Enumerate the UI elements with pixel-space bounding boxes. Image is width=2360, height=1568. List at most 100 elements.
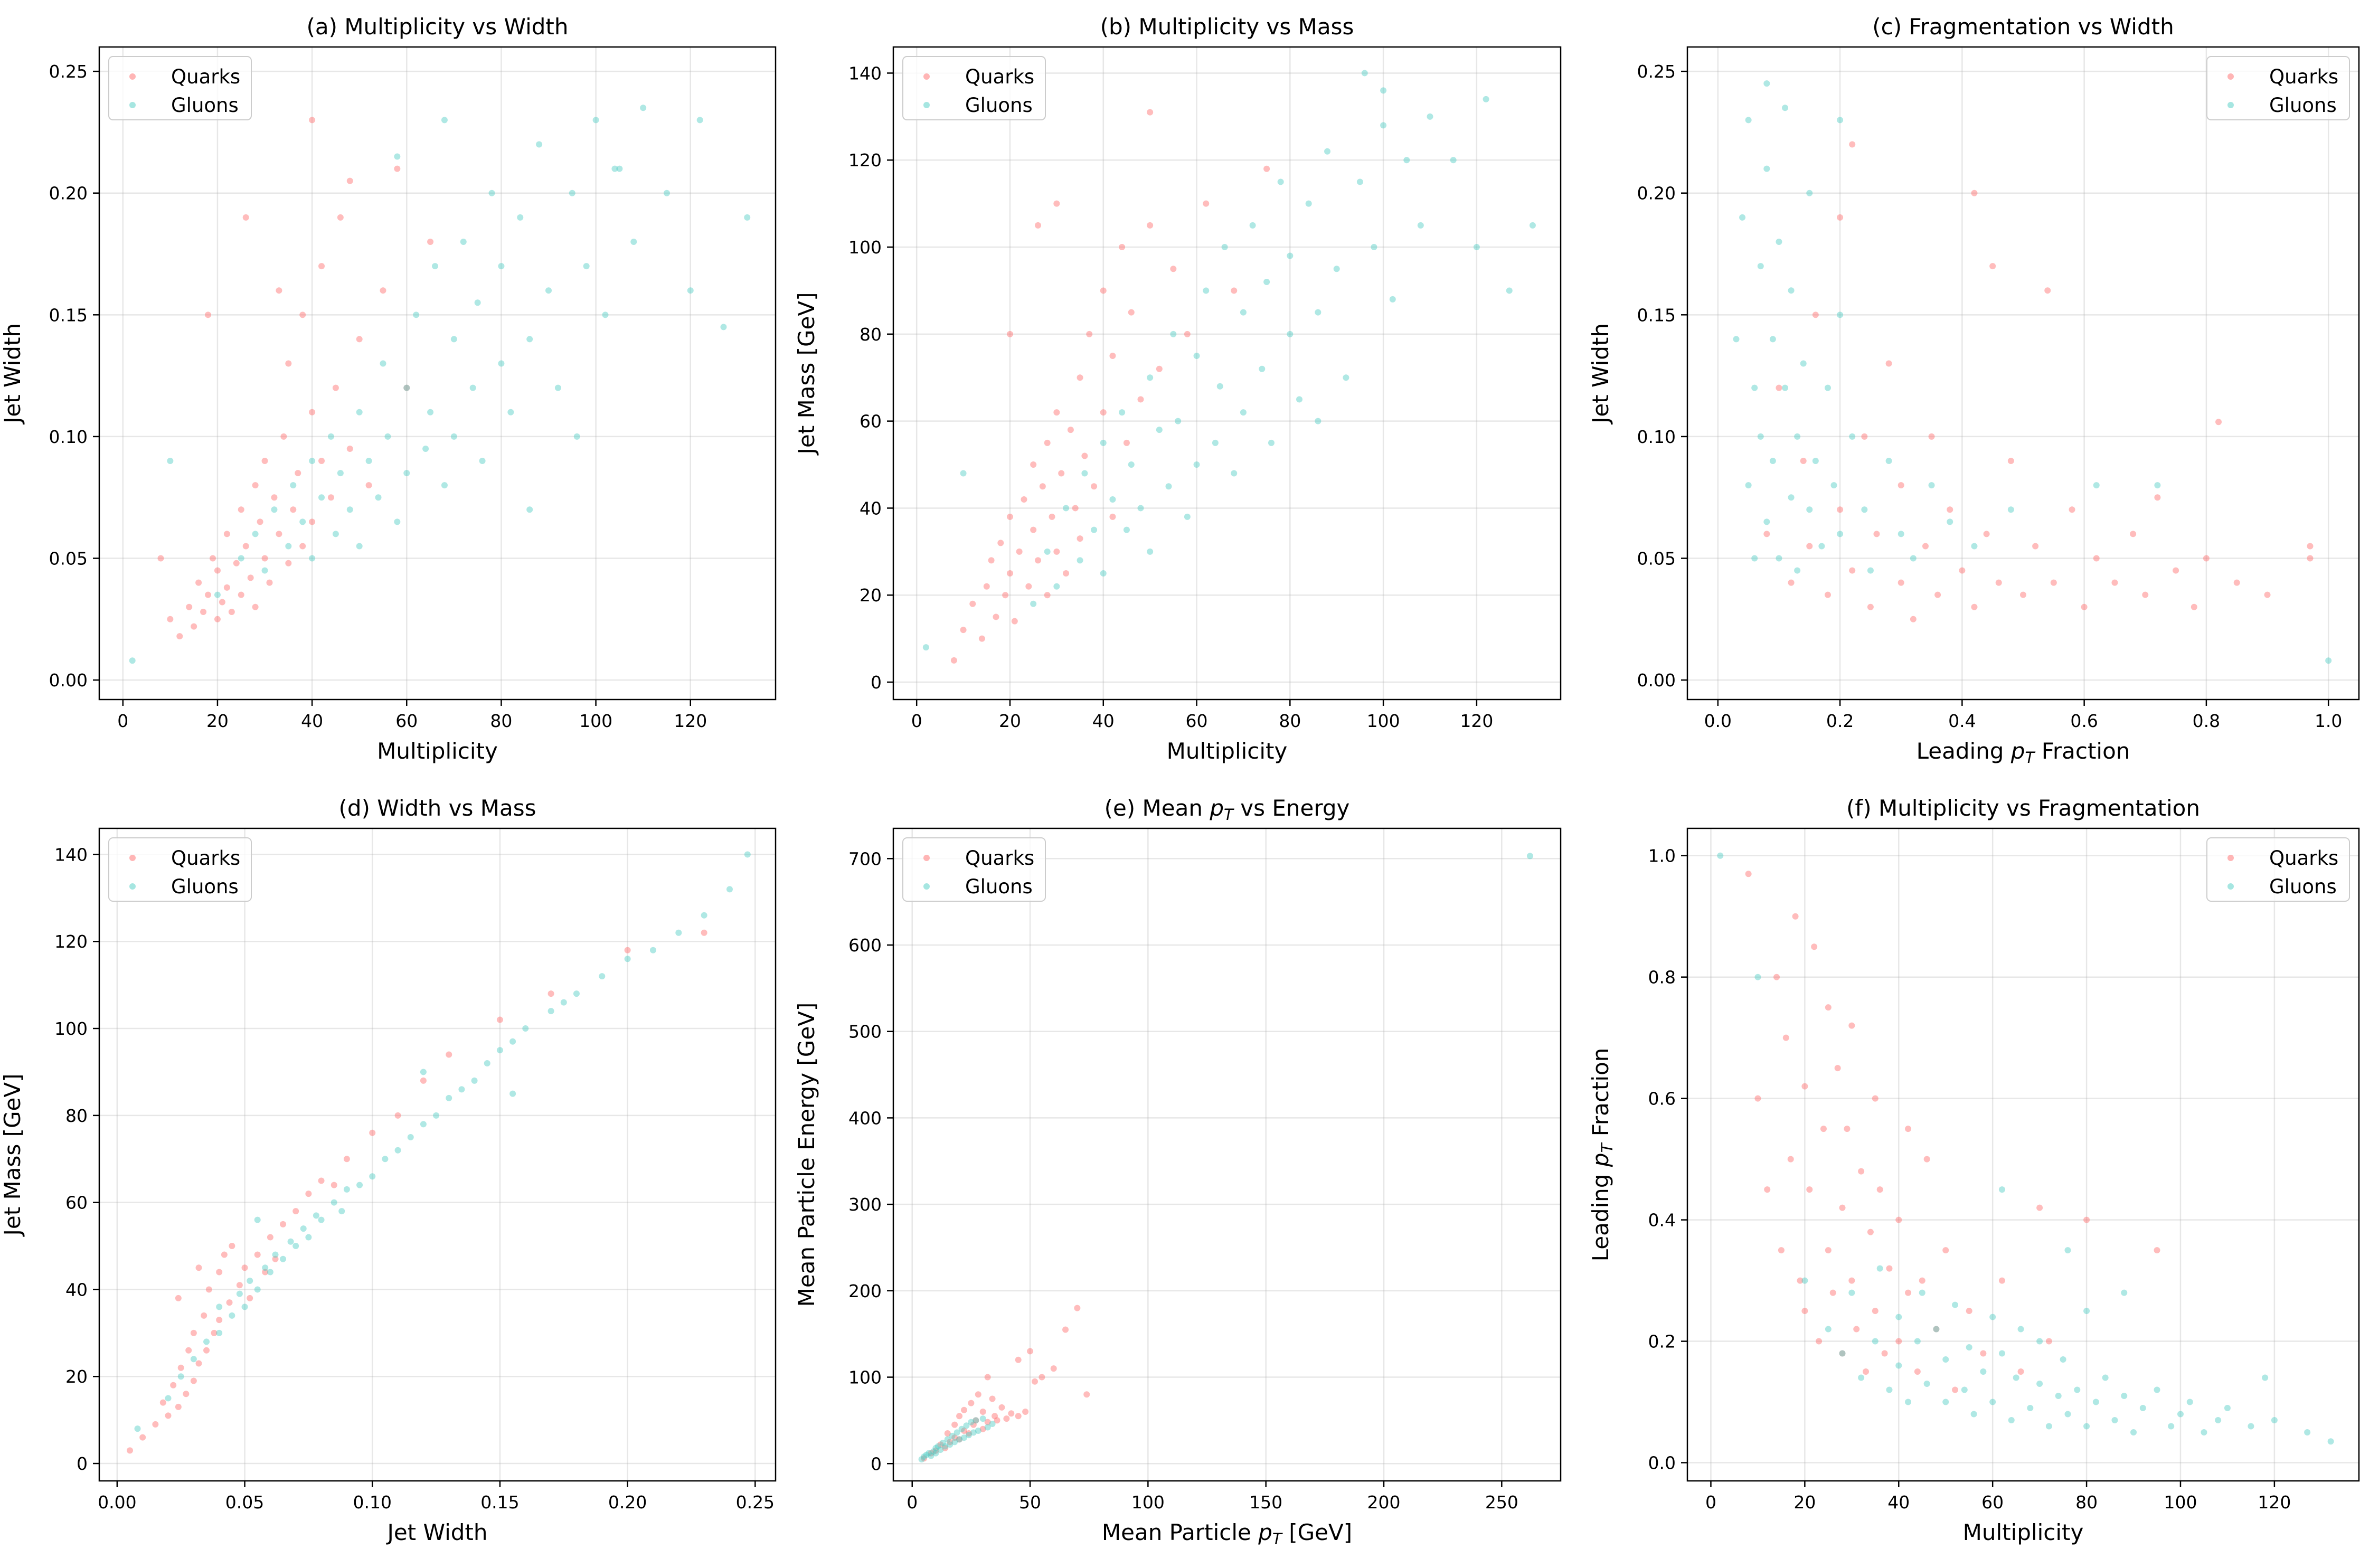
data-point-gluons	[1812, 458, 1819, 465]
data-point-gluons	[744, 851, 751, 858]
data-point-quarks	[238, 506, 244, 513]
y-tick-label: 0.20	[49, 183, 88, 204]
legend-label-quarks: Quarks	[171, 847, 240, 870]
data-point-quarks	[1898, 482, 1904, 489]
y-tick-label: 40	[860, 498, 882, 518]
data-point-gluons	[554, 384, 561, 391]
data-point-quarks	[1063, 570, 1070, 577]
data-point-gluons	[1529, 222, 1536, 229]
data-point-quarks	[343, 1156, 350, 1163]
data-point-gluons	[1825, 1326, 1832, 1333]
legend-label-quarks: Quarks	[171, 65, 240, 88]
data-point-gluons	[1757, 263, 1764, 270]
legend-marker-quarks	[923, 855, 930, 861]
data-point-gluons	[1989, 1399, 1996, 1405]
data-point-gluons	[369, 1173, 376, 1180]
data-point-gluons	[2177, 1411, 2184, 1418]
data-point-gluons	[663, 190, 670, 196]
data-point-gluons	[939, 1439, 946, 1446]
legend-label-quarks: Quarks	[965, 847, 1034, 870]
data-point-gluons	[267, 1269, 273, 1276]
data-point-quarks	[201, 1312, 207, 1319]
data-point-quarks	[1003, 1415, 1010, 1422]
legend: Quarks Gluons	[2206, 56, 2350, 120]
data-point-quarks	[951, 1421, 958, 1428]
data-point-quarks	[380, 287, 386, 294]
data-point-gluons	[2215, 1417, 2222, 1424]
data-point-quarks	[1764, 1186, 1771, 1193]
data-point-gluons	[1754, 974, 1761, 980]
data-point-gluons	[292, 1243, 299, 1250]
data-point-quarks	[1147, 222, 1154, 229]
legend-marker-quarks	[2227, 855, 2234, 861]
data-point-quarks	[1778, 1247, 1785, 1254]
data-point-quarks	[337, 214, 344, 221]
x-tick-label: 200	[1367, 1492, 1401, 1513]
legend-label-gluons: Gluons	[171, 875, 239, 898]
data-point-gluons	[1895, 1362, 1902, 1369]
data-point-quarks	[1170, 266, 1177, 272]
data-point-quarks	[247, 574, 254, 581]
x-tick-label: 60	[395, 711, 418, 731]
data-point-quarks	[446, 1051, 452, 1058]
data-point-gluons	[968, 1419, 975, 1425]
data-point-quarks	[1881, 1350, 1888, 1357]
data-point-quarks	[2233, 579, 2240, 586]
data-point-quarks	[276, 287, 282, 294]
legend: Quarks Gluons	[902, 837, 1046, 902]
chart-title: (e) Mean pT vs Energy	[1105, 795, 1350, 824]
data-point-quarks	[403, 384, 410, 391]
data-point-gluons	[701, 912, 707, 919]
data-point-quarks	[346, 177, 353, 184]
legend-box	[108, 837, 252, 902]
data-point-gluons	[1876, 1265, 1883, 1272]
data-point-quarks	[944, 1430, 951, 1437]
data-point-quarks	[979, 1409, 986, 1415]
legend-label-gluons: Gluons	[2269, 875, 2337, 898]
x-tick-label: 100	[579, 711, 612, 731]
data-point-quarks	[290, 506, 297, 513]
grid-c	[1687, 47, 2359, 700]
data-point-quarks	[1829, 1289, 1836, 1296]
data-point-quarks	[394, 165, 401, 172]
data-point-gluons	[944, 1436, 951, 1443]
data-point-gluons	[2121, 1393, 2128, 1400]
data-point-quarks	[190, 1329, 197, 1336]
y-tick-label: 0	[77, 1453, 88, 1474]
x-tick-label: 120	[2258, 1492, 2291, 1513]
x-tick-label: 0.20	[608, 1492, 647, 1513]
data-point-quarks	[1853, 1326, 1860, 1333]
data-point-quarks	[1952, 1386, 1959, 1393]
data-point-quarks	[211, 1329, 218, 1336]
data-point-quarks	[1008, 1410, 1015, 1417]
data-point-gluons	[1403, 157, 1410, 164]
data-point-gluons	[287, 1238, 294, 1245]
data-point-quarks	[292, 1208, 299, 1215]
x-axis-label: Multiplicity	[1963, 1519, 2084, 1545]
data-point-gluons	[2036, 1338, 2043, 1345]
data-point-gluons	[925, 1450, 932, 1457]
y-tick-label: 140	[54, 844, 88, 865]
data-point-gluons	[1380, 87, 1387, 94]
x-tick-label: 80	[490, 711, 512, 731]
data-point-quarks	[1109, 513, 1116, 520]
data-point-quarks	[1980, 1350, 1987, 1357]
data-point-gluons	[640, 105, 647, 111]
data-point-quarks	[195, 579, 202, 586]
data-point-gluons	[1952, 1301, 1959, 1308]
data-point-quarks	[960, 1406, 967, 1413]
data-point-gluons	[942, 1443, 949, 1450]
data-point-quarks	[318, 458, 325, 465]
data-point-quarks	[1928, 433, 1935, 440]
data-point-gluons	[616, 165, 623, 172]
data-point-quarks	[1812, 311, 1819, 318]
data-point-quarks	[2007, 458, 2014, 465]
data-point-quarks	[331, 1182, 337, 1188]
data-point-quarks	[921, 1455, 928, 1462]
data-point-quarks	[1062, 1326, 1069, 1333]
y-axis-label: Jet Mass [GeV]	[794, 292, 819, 456]
y-tick-label: 100	[848, 1367, 882, 1388]
data-point-gluons	[1427, 113, 1433, 120]
data-point-gluons	[1343, 374, 1349, 381]
grid-a	[99, 47, 776, 700]
